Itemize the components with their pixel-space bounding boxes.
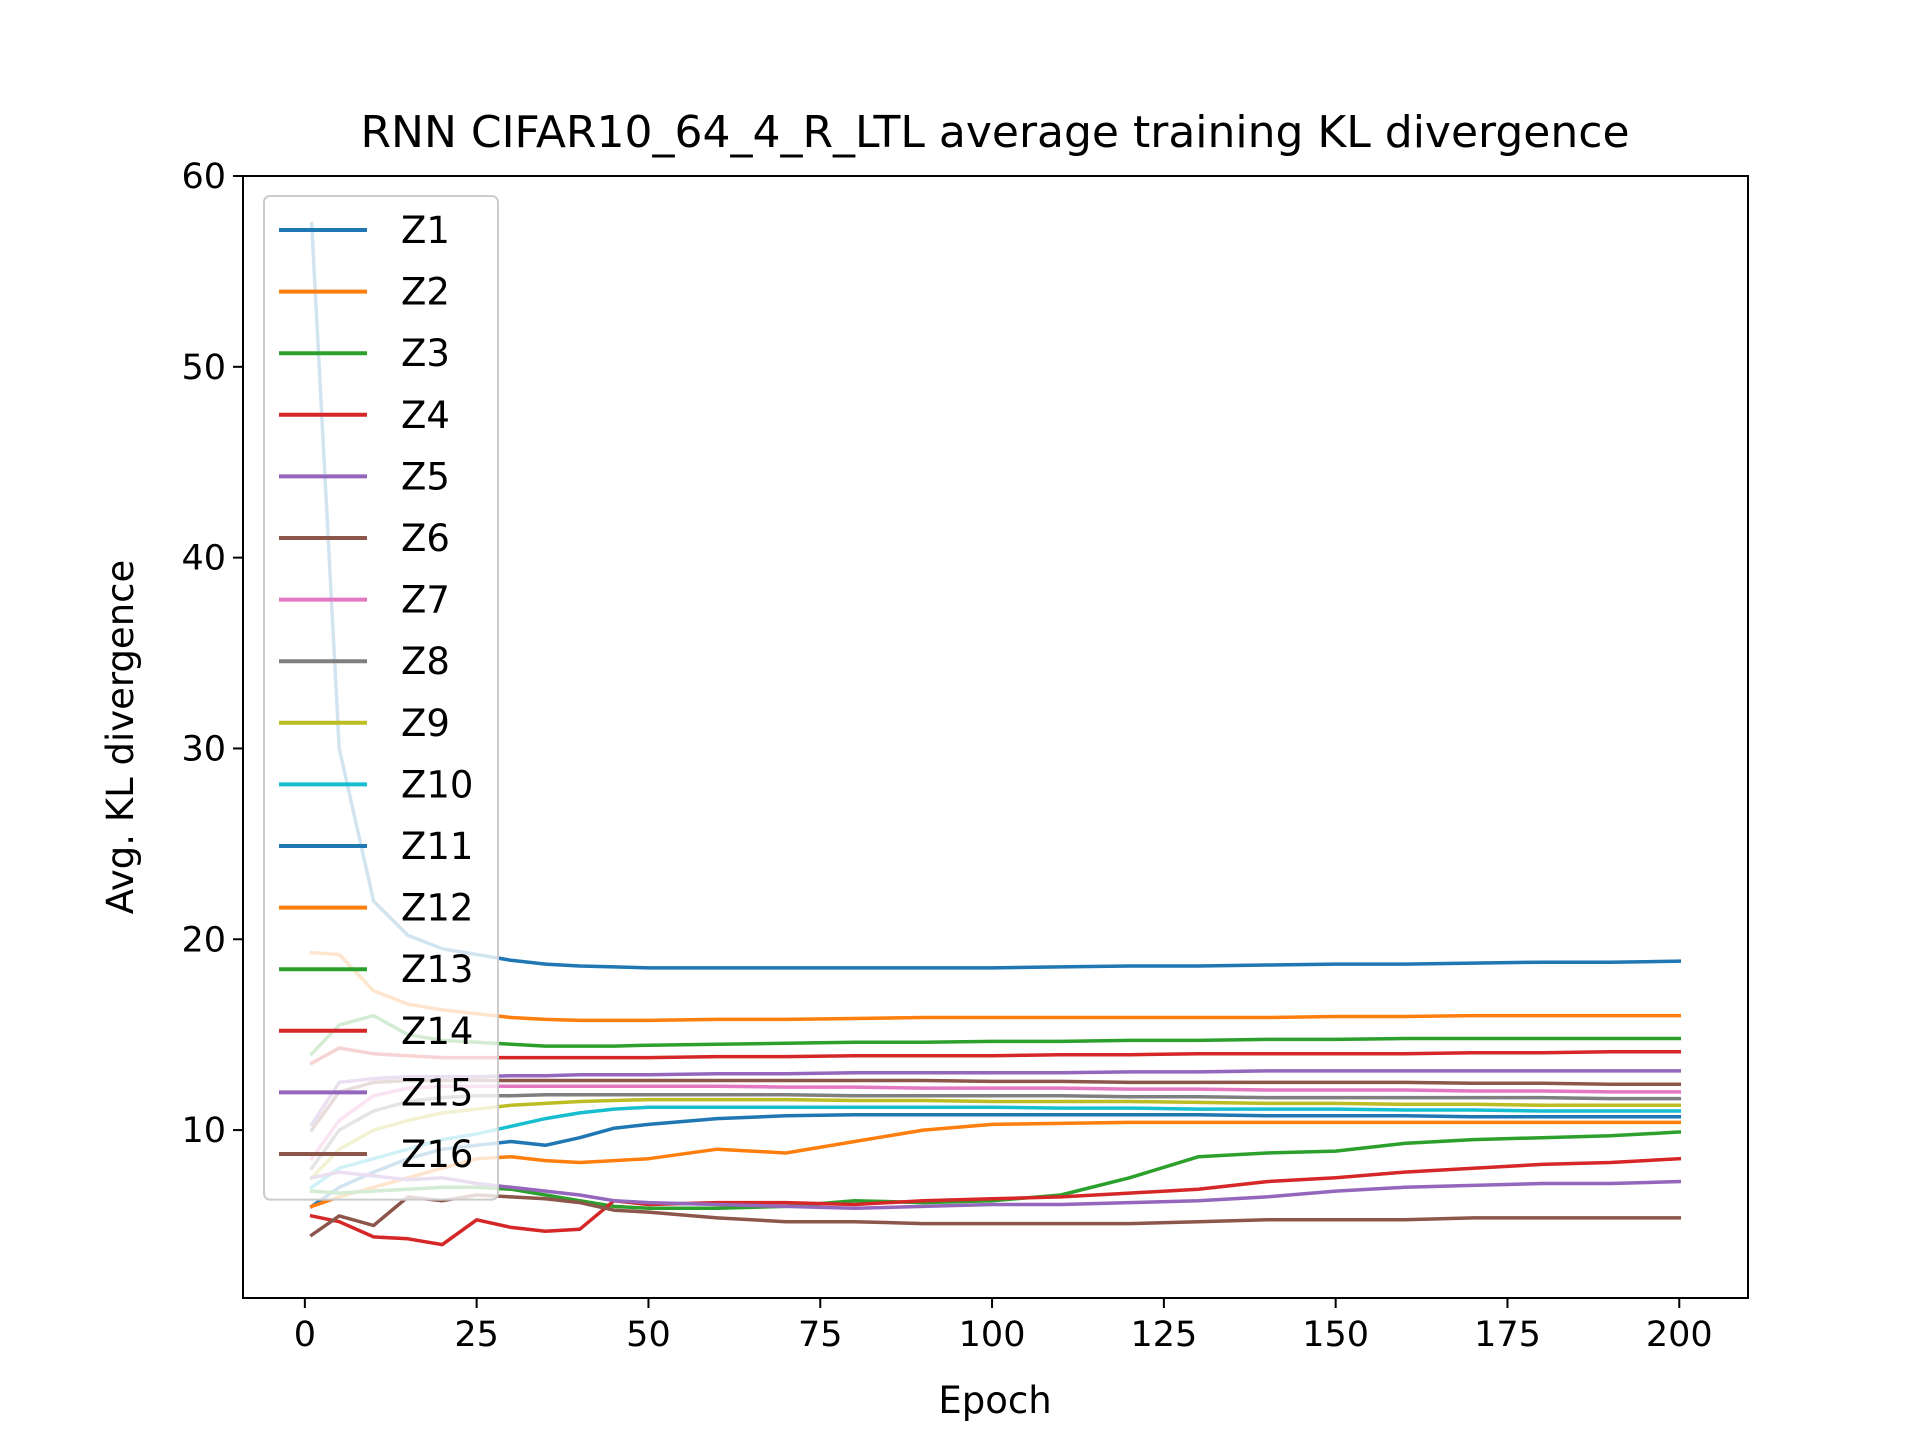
chart-title: RNN CIFAR10_64_4_R_LTL average training …: [360, 107, 1629, 158]
legend-label-z15: Z15: [401, 1071, 473, 1114]
x-tick-label-200: 200: [1646, 1315, 1713, 1355]
legend-label-z10: Z10: [401, 763, 473, 806]
legend-label-z1: Z1: [401, 209, 450, 252]
legend-label-z4: Z4: [401, 394, 450, 437]
x-tick-label-50: 50: [626, 1315, 671, 1355]
legend-label-z12: Z12: [401, 887, 473, 930]
y-tick-label-60: 60: [181, 157, 226, 197]
legend-label-z14: Z14: [401, 1010, 473, 1053]
y-tick-label-40: 40: [181, 539, 226, 579]
legend-label-z11: Z11: [401, 825, 473, 868]
legend-label-z2: Z2: [401, 271, 450, 314]
series-line-z14: [309, 1156, 1682, 1247]
x-axis-label: Epoch: [938, 1379, 1051, 1422]
x-tick-label-125: 125: [1130, 1315, 1197, 1355]
x-tick-label-175: 175: [1474, 1315, 1541, 1355]
x-tick-label-100: 100: [959, 1315, 1026, 1355]
x-tick-label-75: 75: [798, 1315, 843, 1355]
y-axis-label: Avg. KL divergence: [99, 560, 142, 914]
legend-label-z16: Z16: [401, 1133, 473, 1176]
y-tick-label-30: 30: [181, 729, 226, 769]
legend-label-z7: Z7: [401, 579, 450, 622]
y-tick-label-20: 20: [181, 920, 226, 960]
x-tick-label-150: 150: [1302, 1315, 1369, 1355]
legend-label-z13: Z13: [401, 948, 473, 991]
y-tick-label-50: 50: [181, 348, 226, 388]
legend-label-z9: Z9: [401, 702, 450, 745]
x-tick-label-0: 0: [294, 1315, 316, 1355]
y-tick-label-10: 10: [181, 1111, 226, 1151]
legend: Z1 Z2 Z3 Z4 Z5 Z6 Z7 Z8 Z9 Z10 Z11 Z12 Z13 Z14 Z15 Z16: [263, 195, 499, 1201]
legend-label-z6: Z6: [401, 517, 450, 560]
legend-label-z3: Z3: [401, 332, 450, 375]
legend-label-z8: Z8: [401, 640, 450, 683]
axes-frame: [242, 175, 1749, 1299]
x-tick-label-25: 25: [454, 1315, 499, 1355]
legend-box: [263, 195, 499, 1201]
legend-label-z5: Z5: [401, 455, 450, 498]
